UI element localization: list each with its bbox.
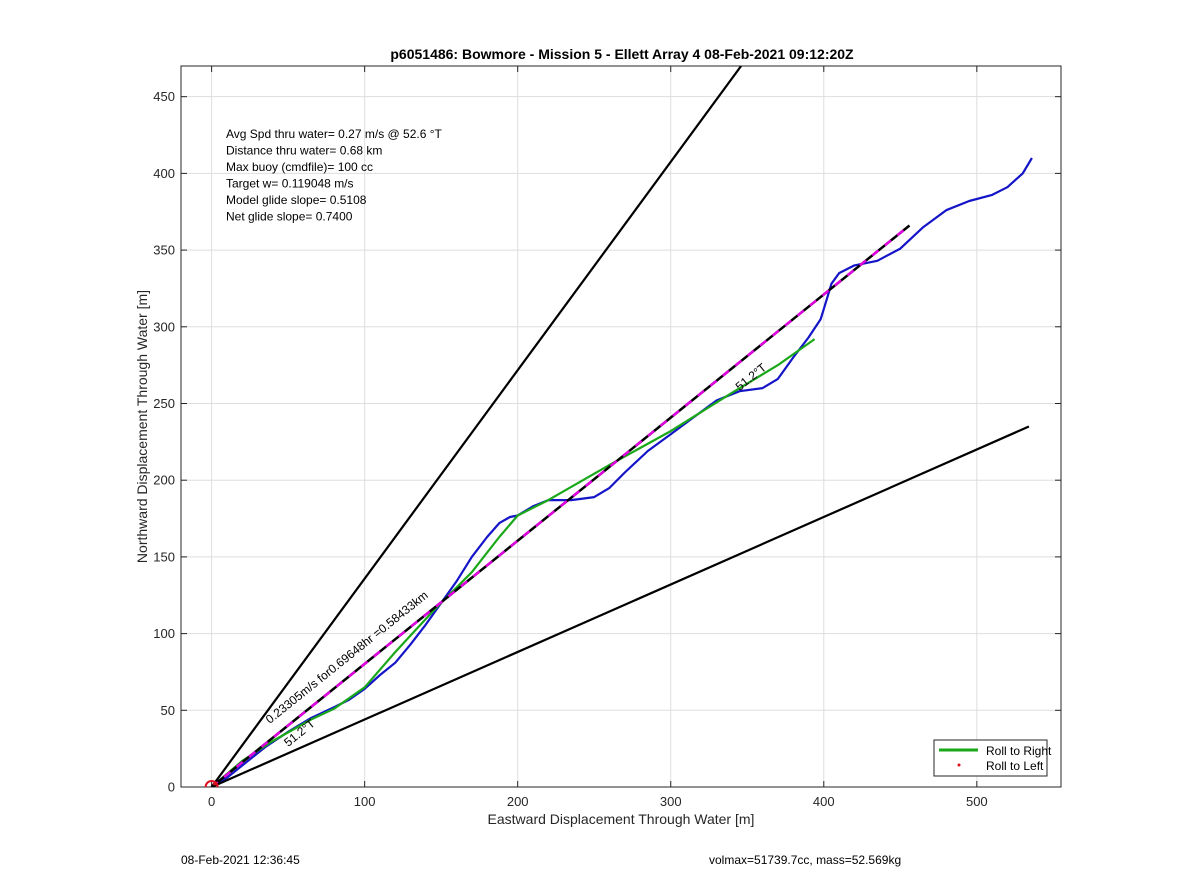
x-tick-label: 200 bbox=[507, 794, 529, 809]
info-text-line: Model glide slope= 0.5108 bbox=[226, 193, 367, 207]
footer-volmax-mass: volmax=51739.7cc, mass=52.569kg bbox=[709, 853, 902, 867]
x-tick-label: 100 bbox=[354, 794, 376, 809]
legend-label: Roll to Right bbox=[986, 744, 1052, 758]
legend-box bbox=[933, 739, 1048, 777]
start-marker-dot bbox=[213, 782, 217, 786]
y-tick-label: 50 bbox=[161, 703, 175, 718]
series-line-4 bbox=[211, 425, 1030, 787]
series-line-3 bbox=[210, 66, 742, 787]
y-tick-label: 200 bbox=[153, 473, 175, 488]
y-tick-label: 350 bbox=[153, 243, 175, 258]
y-tick-label: 100 bbox=[153, 626, 175, 641]
series-layer bbox=[204, 66, 1033, 787]
start-marker bbox=[204, 780, 219, 787]
info-text-line: Target w= 0.119048 m/s bbox=[226, 177, 354, 191]
info-text-line: Net glide slope= 0.7400 bbox=[226, 210, 353, 224]
y-tick-label: 0 bbox=[168, 780, 175, 795]
chart-title: p6051486: Bowmore - Mission 5 - Ellett A… bbox=[390, 46, 854, 62]
y-tick-label: 150 bbox=[153, 549, 175, 564]
y-tick-label: 300 bbox=[153, 319, 175, 334]
axes: 0 100 200 300 400 500 0 50 100 150 200 250 300 350 400… bbox=[153, 65, 1062, 809]
y-tick-label: 250 bbox=[153, 396, 175, 411]
x-tick-label: 500 bbox=[966, 794, 988, 809]
series-line-2 bbox=[210, 224, 911, 787]
legend-label: Roll to Left bbox=[986, 759, 1044, 773]
y-tick-label: 400 bbox=[153, 166, 175, 181]
series-line-0 bbox=[211, 157, 1033, 787]
series-line-1 bbox=[210, 338, 816, 787]
x-tick-label: 400 bbox=[813, 794, 835, 809]
info-text-line: Avg Spd thru water= 0.27 m/s @ 52.6 °T bbox=[226, 127, 443, 141]
plot-area bbox=[181, 66, 1061, 787]
grid bbox=[181, 66, 1061, 788]
x-tick-label: 300 bbox=[660, 794, 682, 809]
legend-swatch-roll-left bbox=[957, 763, 961, 767]
y-axis-label: Northward Displacement Through Water [m] bbox=[134, 290, 150, 563]
info-text-line: Distance thru water= 0.68 km bbox=[226, 144, 382, 158]
axes-box bbox=[180, 65, 1062, 788]
y-tick-label: 450 bbox=[153, 89, 175, 104]
x-tick-label: 0 bbox=[208, 794, 215, 809]
footer-timestamp: 08-Feb-2021 12:36:45 bbox=[181, 853, 300, 867]
info-text-line: Max buoy (cmdfile)= 100 cc bbox=[226, 160, 373, 174]
x-axis-label: Eastward Displacement Through Water [m] bbox=[488, 811, 755, 827]
